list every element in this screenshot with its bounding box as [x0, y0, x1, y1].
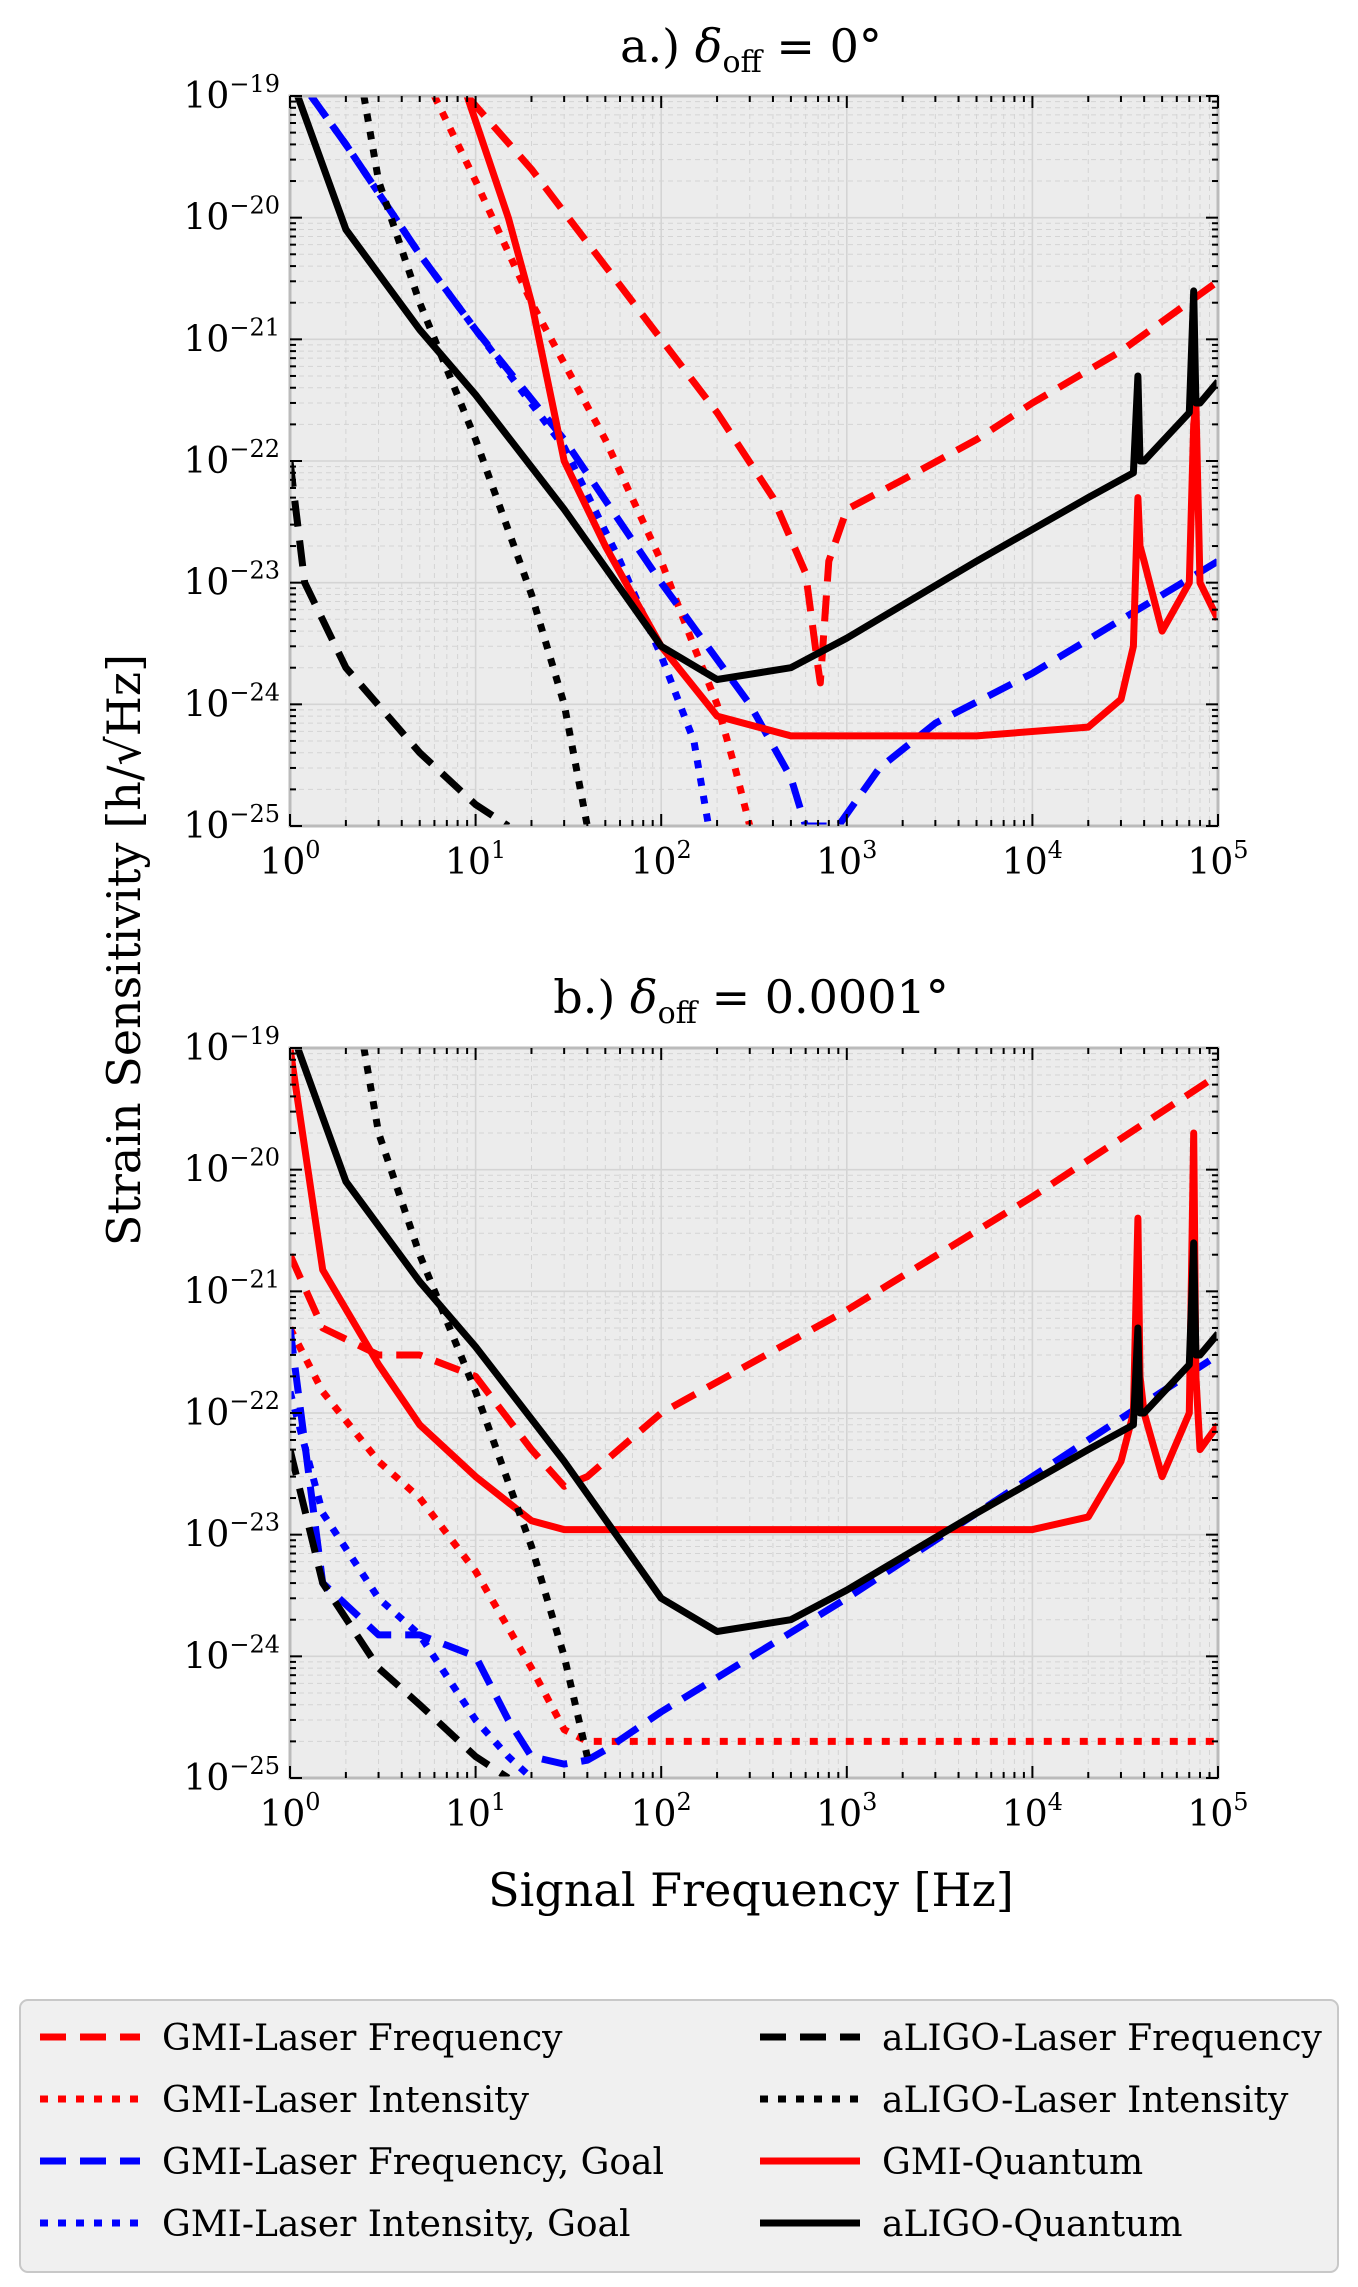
y-tick-label: 10−20 [184, 192, 280, 239]
grid [289, 96, 1218, 827]
legend-label: GMI-Laser Frequency, Goal [162, 2142, 664, 2183]
panel-a-plot: 100 101 102 103 104 105 10−19 10−20 10−21 10−22 10… [184, 70, 1249, 883]
tick-marks [289, 95, 1219, 827]
legend-item: aLIGO-Laser Frequency [760, 2018, 1323, 2059]
x-axis-label: Signal Frequency [Hz] [488, 1863, 1014, 1917]
legend-label: GMI-Laser Frequency [162, 2018, 563, 2059]
series-line-gmi-laser-intensity [290, 1326, 1218, 1745]
legend-label: aLIGO-Laser Intensity [882, 2080, 1289, 2121]
y-tick-label: 10−25 [184, 1752, 280, 1799]
series-line-aligo-laser-frequency [290, 1448, 511, 1778]
y-tick-label: 10−23 [184, 1509, 280, 1556]
legend-item: GMI-Laser Intensity, Goal [40, 2204, 630, 2245]
x-tick-label: 105 [1187, 836, 1248, 883]
legend: GMI-Laser Frequency aLIGO-Laser Frequency… [19, 1999, 1339, 2273]
y-tick-label: 10−21 [184, 313, 280, 360]
legend-item: GMI-Laser Frequency, Goal [40, 2142, 664, 2183]
x-tick-label: 102 [631, 836, 692, 883]
legend-item: GMI-Laser Intensity [40, 2080, 530, 2121]
x-tick-label: 103 [816, 1788, 877, 1835]
panel-a-title: a.) δoff = 0° [620, 19, 882, 80]
legend-label: aLIGO-Quantum [882, 2204, 1182, 2245]
legend-box [19, 1999, 1339, 2273]
x-tick-label: 101 [445, 836, 506, 883]
y-tick-label: 10−24 [184, 1630, 280, 1677]
y-tick-label: 10−22 [184, 435, 280, 482]
y-tick-label: 10−22 [184, 1387, 280, 1434]
series-line-aligo-laser-intensity [360, 96, 591, 826]
series-line-gmi-laser-frequency-goal [290, 1327, 1218, 1768]
y-tick-label: 10−19 [184, 1022, 280, 1069]
panel-b-title: b.) δoff = 0.0001° [553, 970, 948, 1031]
x-tick-label: 104 [1002, 1788, 1063, 1835]
x-tick-label: 103 [816, 836, 877, 883]
y-axis-label: Strain Sensitivity[h/√Hz] [97, 654, 151, 1246]
x-tick-label: 105 [1187, 1788, 1248, 1835]
legend-item: aLIGO-Quantum [760, 2204, 1182, 2245]
series-line-gmi-laser-intensity-goal [290, 1390, 534, 1778]
svg-text:Strain Sensitivity[h/√Hz]: Strain Sensitivity[h/√Hz] [97, 654, 151, 1246]
legend-label: aLIGO-Laser Frequency [882, 2018, 1323, 2059]
legend-label: GMI-Laser Intensity [162, 2080, 530, 2121]
series-line-gmi-laser-frequency [464, 96, 1218, 687]
legend-item: aLIGO-Laser Intensity [760, 2080, 1289, 2121]
x-tick-label: 101 [445, 1788, 506, 1835]
legend-label: GMI-Laser Intensity, Goal [162, 2204, 630, 2245]
legend-item: GMI-Laser Frequency [40, 2018, 563, 2059]
legend-item: GMI-Quantum [760, 2142, 1143, 2183]
y-tick-label: 10−20 [184, 1144, 280, 1191]
series-group [290, 1048, 1218, 1778]
series-line-aligo-quantum [294, 96, 1218, 683]
series-line-aligo-laser-frequency [290, 460, 511, 826]
series-line-gmi-laser-frequency-goal [308, 96, 1218, 826]
y-tick-label: 10−25 [184, 800, 280, 847]
series-line-aligo-quantum [294, 1048, 1218, 1635]
tick-marks [289, 1047, 1219, 1779]
grid [289, 1048, 1218, 1779]
legend-label: GMI-Quantum [882, 2142, 1143, 2183]
y-tick-label: 10−23 [184, 557, 280, 604]
series-line-gmi-quantum [463, 96, 1218, 740]
series-line-aligo-laser-intensity [360, 1048, 591, 1758]
series-group [290, 96, 1218, 826]
y-tick-label: 10−19 [184, 70, 280, 117]
x-tick-label: 102 [631, 1788, 692, 1835]
panel-b-plot: 100 101 102 103 104 105 10−19 10−20 10−21 10−22 10… [184, 1022, 1249, 1835]
x-tick-label: 104 [1002, 836, 1063, 883]
x-tick-label: 100 [259, 1788, 320, 1835]
y-axis-unit: h/√Hz [97, 672, 151, 811]
y-tick-label: 10−24 [184, 678, 280, 725]
x-tick-label: 100 [259, 836, 320, 883]
y-tick-label: 10−21 [184, 1265, 280, 1312]
y-axis-label-text: Strain Sensitivity [97, 843, 151, 1246]
